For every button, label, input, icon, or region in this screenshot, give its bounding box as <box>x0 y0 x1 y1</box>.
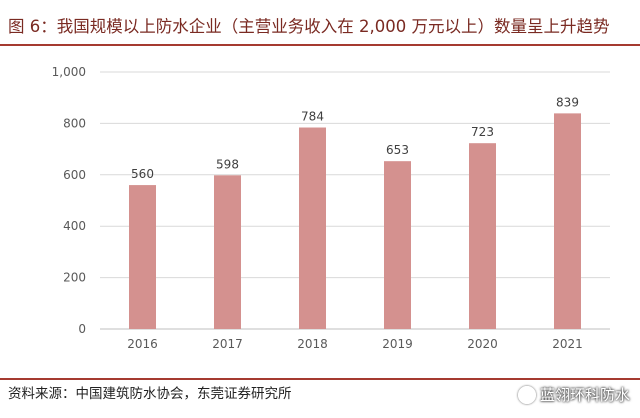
watermark: 蓝翎环科防水 <box>517 384 630 406</box>
bar-2018 <box>299 127 326 330</box>
data-label: 723 <box>471 125 494 139</box>
bar-chart: 0 200 400 600 800 1,000 560 2016 598 2017 784 2018 6… <box>52 65 610 351</box>
y-tick-label: 800 <box>63 116 86 130</box>
data-label: 560 <box>131 167 154 181</box>
bar-2017 <box>214 175 241 329</box>
bar-2019 <box>384 161 411 329</box>
x-tick-label: 2017 <box>212 337 243 351</box>
data-label: 784 <box>301 110 324 124</box>
source-rule <box>0 378 640 380</box>
bar-2020 <box>469 143 496 329</box>
x-tick-label: 2019 <box>382 337 413 351</box>
chart-title: 图 6：我国规模以上防水企业（主营业务收入在 2,000 万元以上）数量呈上升趋… <box>8 17 610 36</box>
title-rule <box>0 44 640 46</box>
y-tick-label: 200 <box>63 271 86 285</box>
x-tick-label: 2016 <box>127 337 158 351</box>
y-tick-label: 0 <box>78 322 86 336</box>
x-tick-label: 2021 <box>552 337 583 351</box>
bar-2016 <box>129 185 156 329</box>
y-tick-label: 600 <box>63 168 86 182</box>
data-label: 839 <box>556 95 579 109</box>
data-label: 653 <box>386 143 409 157</box>
x-tick-label: 2020 <box>467 337 498 351</box>
y-tick-label: 400 <box>63 219 86 233</box>
y-tick-label: 1,000 <box>52 65 86 79</box>
watermark-text: 蓝翎环科防水 <box>539 386 630 404</box>
watermark-logo-icon <box>517 386 536 404</box>
bar-2021 <box>554 113 581 329</box>
source-note: 资料来源：中国建筑防水协会，东莞证券研究所 <box>8 386 292 402</box>
data-label: 598 <box>216 157 239 171</box>
x-tick-label: 2018 <box>297 337 328 351</box>
